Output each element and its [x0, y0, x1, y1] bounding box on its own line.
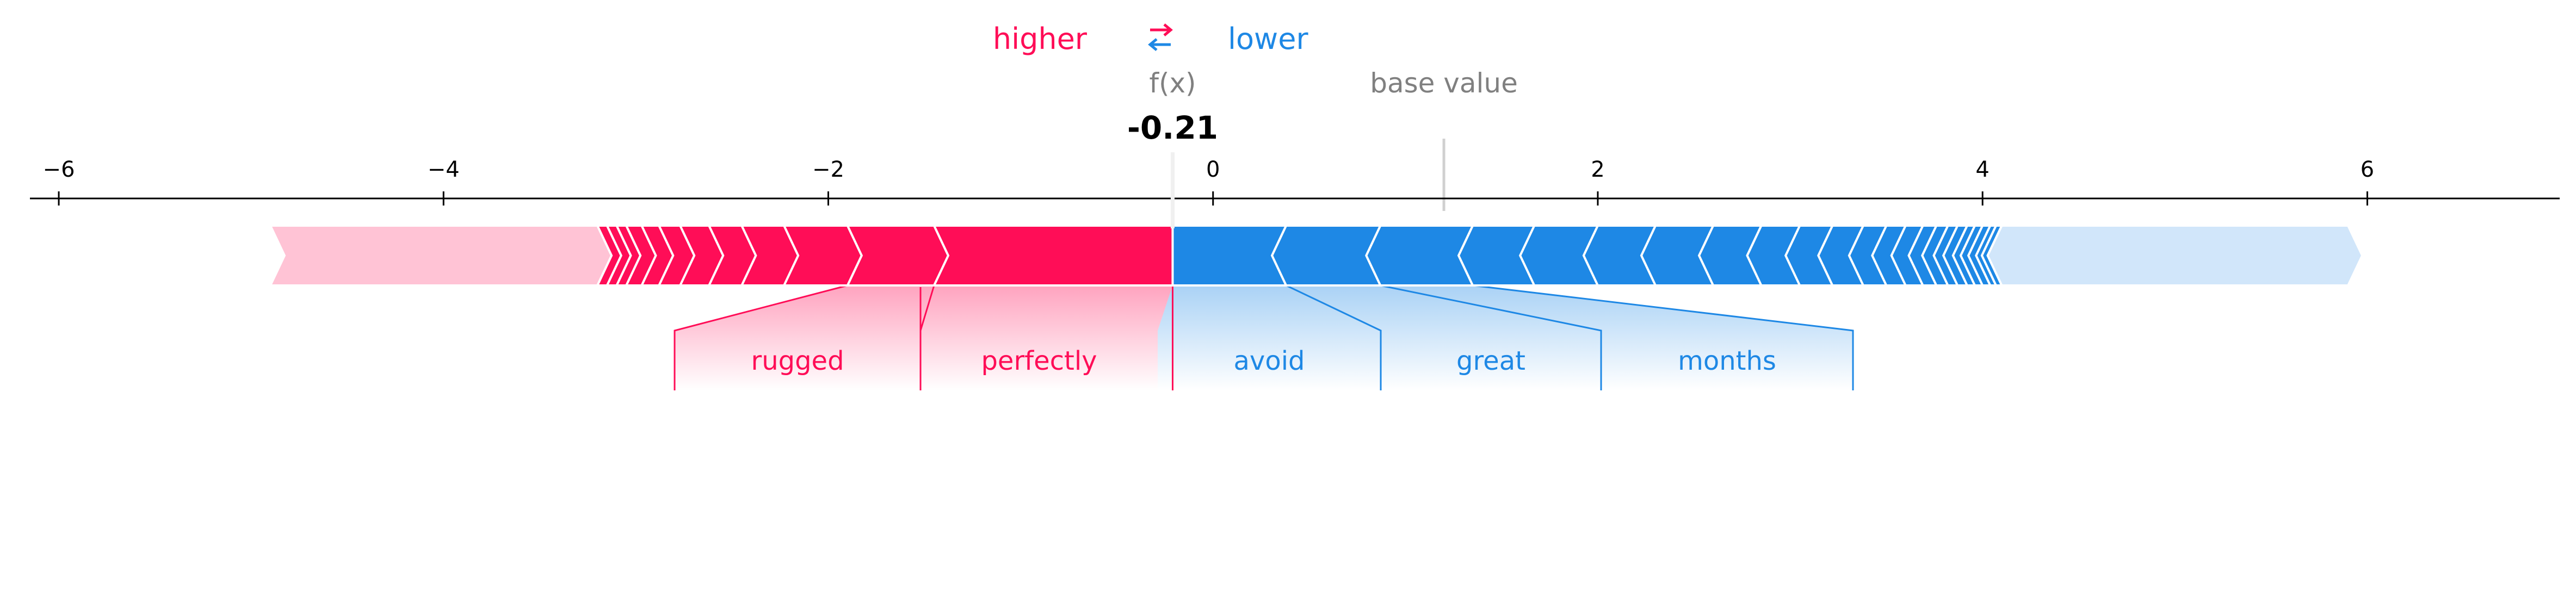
- bar-segment-lower: [1270, 225, 1382, 287]
- feature-connector-fill: [1286, 285, 1601, 390]
- bar-segment-lower: [1171, 225, 1288, 287]
- output-label: f(x): [1149, 67, 1196, 99]
- feature-connector-fill: [1380, 285, 1853, 390]
- feature-label-great: great: [1456, 346, 1525, 376]
- bar-segment-higher: [932, 225, 1174, 287]
- feature-connector-fill: [921, 285, 1173, 390]
- x-tick-label: 0: [1206, 157, 1220, 182]
- bar-segment-lower: [1986, 225, 2364, 287]
- feature-label-rugged: rugged: [751, 346, 844, 376]
- x-tick-label: 4: [1975, 157, 1989, 182]
- x-tick-label: −6: [43, 157, 75, 182]
- swap-arrows-icon: [1148, 23, 1173, 51]
- feature-label-avoid: avoid: [1234, 346, 1305, 376]
- x-tick-label: 6: [2361, 157, 2374, 182]
- bar-segment-lower: [1365, 225, 1475, 287]
- feature-label-regions: rugged perfectly avoid great months: [674, 284, 1854, 390]
- x-tick-label: 2: [1591, 157, 1604, 182]
- feature-connector-line: [1472, 284, 1854, 390]
- feature-connector-fill: [675, 285, 934, 390]
- force-bars: [268, 225, 2364, 287]
- feature-connector-line: [674, 284, 848, 390]
- feature-connector-fill: [1158, 285, 1381, 390]
- bar-segment-higher: [845, 225, 950, 287]
- base-value-label: base value: [1370, 67, 1518, 99]
- x-axis-ticks: −6 −4 −2 0 2 4 6: [43, 157, 2374, 206]
- bar-segment-higher: [268, 225, 613, 287]
- feature-label-perfectly: perfectly: [981, 346, 1097, 376]
- legend-lower: lower: [1228, 22, 1308, 56]
- feature-label-months: months: [1678, 346, 1776, 376]
- legend-higher: higher: [993, 22, 1088, 56]
- x-tick-label: −4: [428, 157, 460, 182]
- x-tick-label: −2: [812, 157, 844, 182]
- output-value: -0.21: [1127, 109, 1218, 146]
